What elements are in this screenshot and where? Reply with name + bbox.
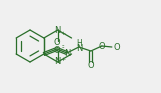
Text: O: O <box>99 41 105 50</box>
Text: -: - <box>62 44 64 50</box>
Text: -: - <box>62 42 64 48</box>
Text: +: + <box>60 57 65 61</box>
Text: O: O <box>53 37 60 46</box>
Text: O: O <box>88 61 94 69</box>
Text: N: N <box>55 25 61 35</box>
Text: N: N <box>64 49 70 57</box>
Text: H: H <box>76 39 82 48</box>
Text: O: O <box>114 43 120 52</box>
Text: N: N <box>55 57 61 66</box>
Text: O: O <box>53 45 60 54</box>
Text: +: + <box>60 31 65 36</box>
Text: N: N <box>76 44 82 53</box>
